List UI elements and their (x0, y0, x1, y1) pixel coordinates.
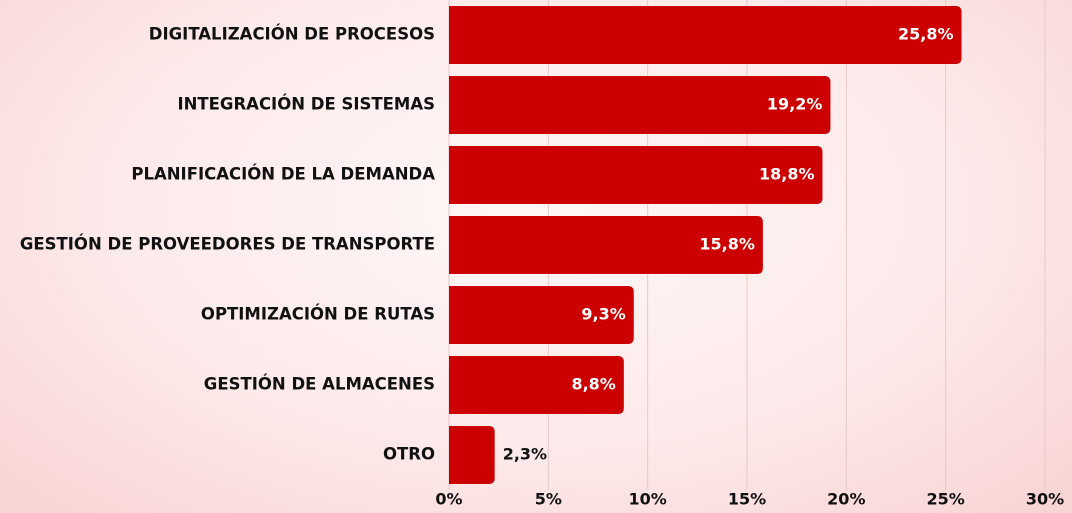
value-label: 15,8% (699, 235, 755, 254)
x-tick-label: 0% (435, 490, 462, 509)
bar (449, 76, 831, 134)
x-tick-label: 20% (827, 490, 865, 509)
x-tick-label: 5% (535, 490, 562, 509)
x-tick-label: 25% (927, 490, 965, 509)
category-label: GESTIÓN DE ALMACENES (204, 375, 435, 394)
value-label: 19,2% (767, 95, 823, 114)
x-tick-label: 30% (1026, 490, 1064, 509)
bar (449, 6, 962, 64)
category-label: DIGITALIZACIÓN DE PROCESOS (149, 25, 435, 44)
category-label: OTRO (383, 445, 435, 464)
bar (449, 426, 495, 484)
value-label: 18,8% (759, 165, 815, 184)
category-label: OPTIMIZACIÓN DE RUTAS (201, 305, 435, 324)
bar (449, 356, 624, 414)
value-label: 9,3% (581, 305, 625, 324)
value-label: 2,3% (503, 445, 547, 464)
x-tick-label: 10% (629, 490, 667, 509)
bar (449, 286, 634, 344)
x-tick-label: 15% (728, 490, 766, 509)
bar (449, 216, 763, 274)
category-label: INTEGRACIÓN DE SISTEMAS (177, 95, 435, 114)
value-label: 8,8% (571, 375, 615, 394)
category-label: GESTIÓN DE PROVEEDORES DE TRANSPORTE (20, 235, 435, 254)
value-label: 25,8% (898, 25, 954, 44)
bar (449, 146, 823, 204)
category-label: PLANIFICACIÓN DE LA DEMANDA (131, 165, 435, 184)
